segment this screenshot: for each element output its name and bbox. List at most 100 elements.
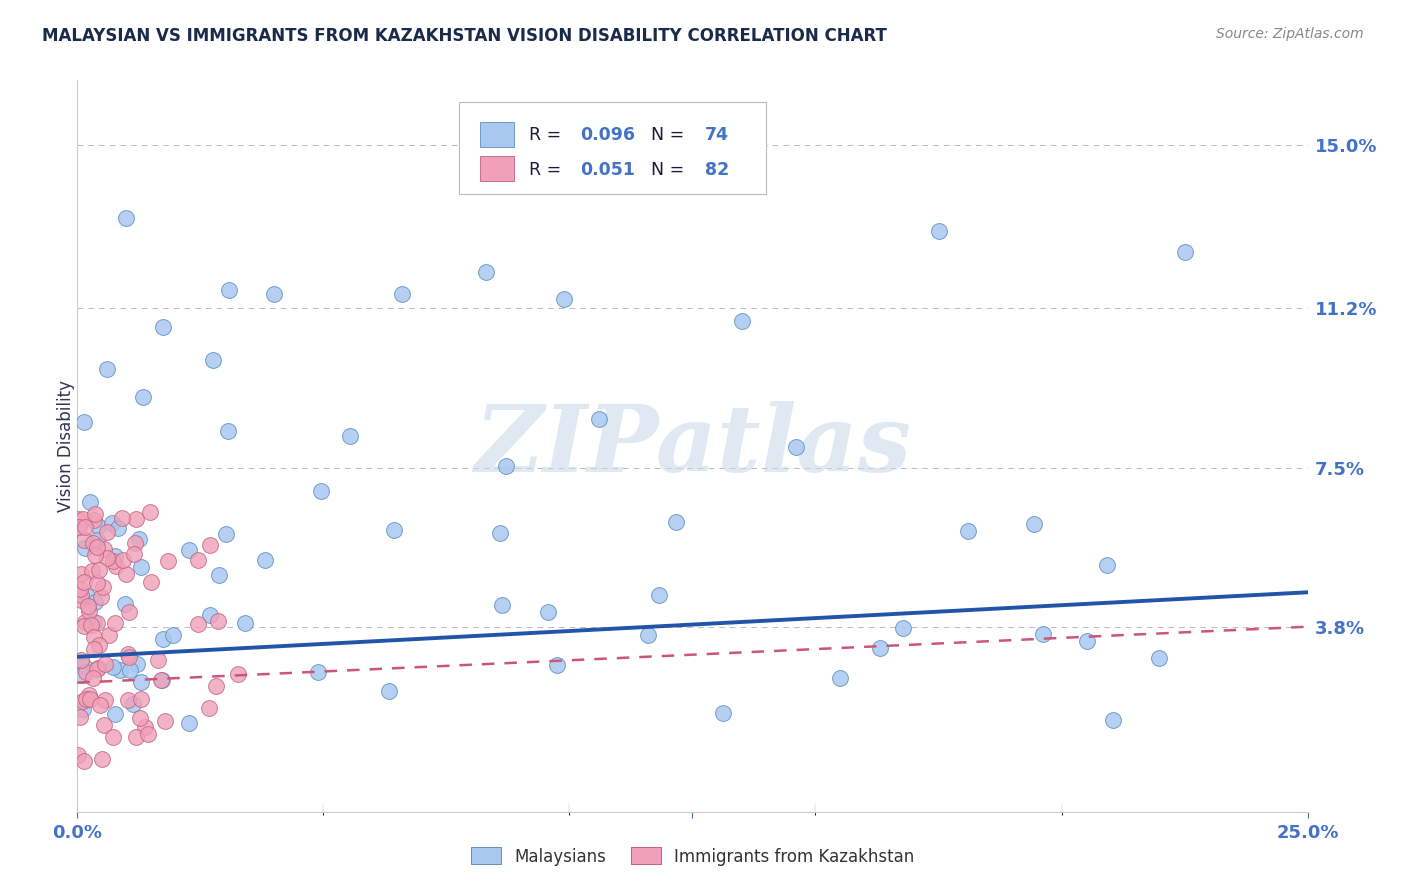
Y-axis label: Vision Disability: Vision Disability: [58, 380, 75, 512]
Point: [378, 684, 401, 698]
Point: [475, 265, 498, 279]
FancyBboxPatch shape: [458, 103, 766, 194]
Point: [69, 710, 91, 724]
Point: [226, 666, 249, 681]
Point: [75, 665, 97, 680]
Point: [215, 527, 238, 541]
Point: [77, 605, 100, 619]
Point: [80, 617, 103, 632]
Point: [177, 543, 200, 558]
Point: [152, 319, 174, 334]
Point: [309, 484, 332, 499]
Point: [207, 614, 229, 628]
Point: [1076, 634, 1098, 648]
Point: [129, 692, 152, 706]
Point: [69, 566, 91, 581]
Text: 0.051: 0.051: [581, 161, 636, 178]
Point: [1147, 651, 1170, 665]
Point: [1095, 558, 1118, 573]
Point: [956, 524, 979, 538]
Point: [83, 513, 105, 527]
Point: [73, 415, 96, 429]
Point: [665, 515, 688, 529]
Point: [125, 512, 148, 526]
Point: [101, 660, 124, 674]
Point: [86, 576, 108, 591]
Point: [208, 568, 231, 582]
Point: [67, 520, 90, 534]
Point: [82, 671, 104, 685]
Point: [72, 694, 94, 708]
Point: [104, 616, 127, 631]
Point: [711, 706, 734, 720]
Point: [86, 661, 108, 675]
Point: [162, 628, 184, 642]
Point: [150, 673, 173, 688]
Point: [76, 590, 98, 604]
Point: [75, 692, 97, 706]
Point: [146, 653, 169, 667]
Point: [382, 523, 405, 537]
Point: [553, 292, 575, 306]
Text: R =: R =: [529, 161, 567, 178]
Point: [111, 510, 134, 524]
Point: [1032, 627, 1054, 641]
Point: [83, 615, 105, 629]
Point: [108, 663, 131, 677]
Point: [179, 715, 201, 730]
Point: [104, 549, 127, 564]
Point: [80, 564, 103, 578]
Point: [928, 224, 950, 238]
Point: [187, 616, 209, 631]
Point: [187, 553, 209, 567]
Point: [495, 458, 517, 473]
Point: [129, 560, 152, 574]
Point: [86, 615, 108, 630]
Point: [86, 662, 108, 676]
Point: [198, 700, 221, 714]
Point: [89, 698, 111, 713]
Point: [120, 663, 142, 677]
Point: [87, 519, 110, 533]
Point: [537, 606, 560, 620]
Text: R =: R =: [529, 126, 567, 145]
Point: [891, 621, 914, 635]
Point: [72, 701, 94, 715]
Point: [67, 512, 90, 526]
Text: 74: 74: [704, 126, 728, 145]
Point: [91, 752, 114, 766]
Text: ZIPatlas: ZIPatlas: [474, 401, 911, 491]
Point: [204, 680, 226, 694]
Point: [637, 628, 659, 642]
Point: [124, 536, 146, 550]
Point: [84, 507, 107, 521]
Point: [115, 566, 138, 581]
Point: [129, 675, 152, 690]
Point: [96, 524, 118, 539]
Point: [114, 597, 136, 611]
Point: [107, 520, 129, 534]
Point: [200, 538, 222, 552]
Point: [546, 658, 568, 673]
Point: [73, 520, 96, 534]
Point: [91, 581, 114, 595]
FancyBboxPatch shape: [479, 122, 515, 147]
Point: [83, 630, 105, 644]
Point: [82, 536, 104, 550]
Point: [125, 657, 148, 671]
Point: [588, 412, 610, 426]
Point: [75, 615, 97, 629]
Point: [73, 541, 96, 555]
Point: [98, 628, 121, 642]
Point: [89, 563, 111, 577]
Point: [155, 714, 177, 728]
Point: [66, 747, 89, 762]
Point: [648, 588, 671, 602]
Point: [202, 353, 225, 368]
Point: [253, 553, 276, 567]
Point: [96, 551, 118, 566]
Point: [89, 639, 111, 653]
Point: [121, 697, 143, 711]
Point: [77, 688, 100, 702]
Point: [86, 540, 108, 554]
